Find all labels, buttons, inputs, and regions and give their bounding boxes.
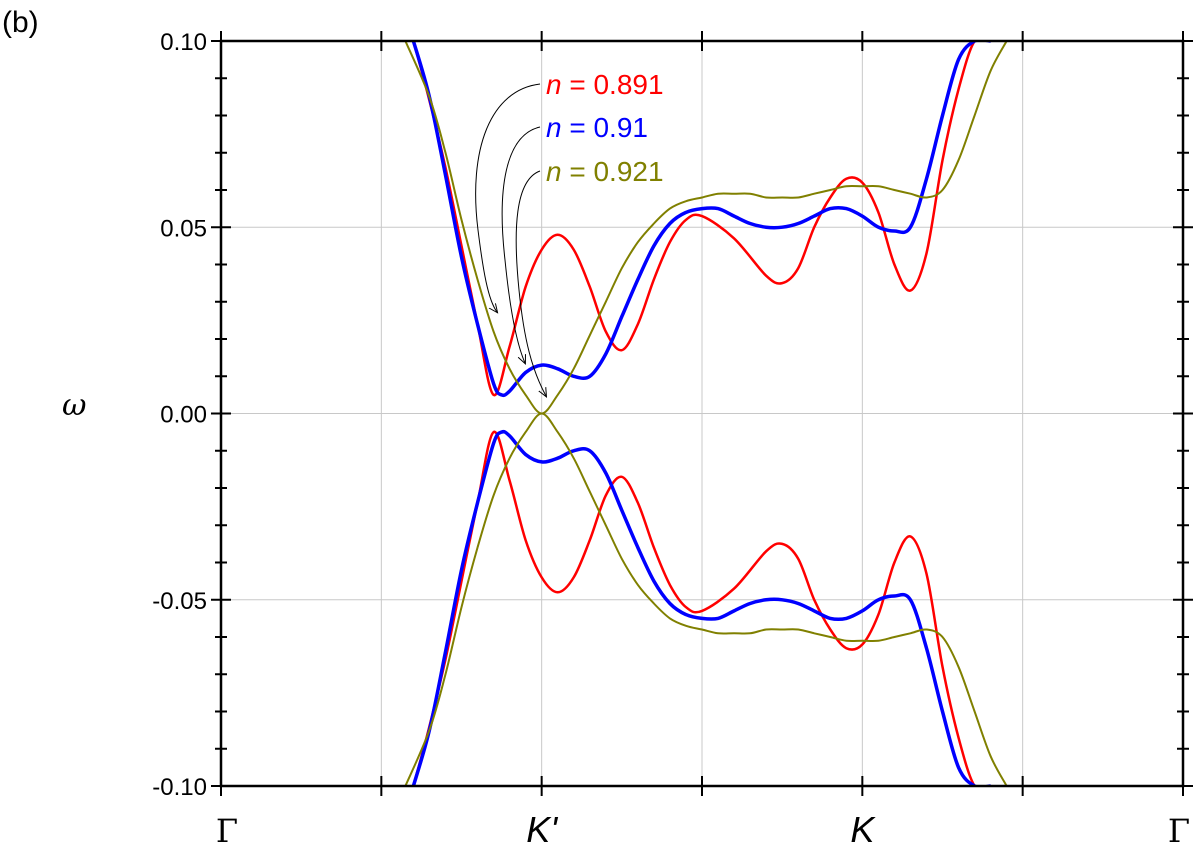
series-line-upper-2 xyxy=(411,41,991,398)
x-tick-label: K' xyxy=(526,809,558,850)
legend-value: = 0.891 xyxy=(562,69,664,100)
y-tick-label: -0.10 xyxy=(152,774,207,801)
legend-entry-3: n = 0.921 xyxy=(546,156,664,187)
panel-label: (b) xyxy=(2,6,39,39)
legend-var: n xyxy=(546,69,562,100)
legend-var: n xyxy=(546,112,562,143)
series-line-lower-2 xyxy=(411,429,991,786)
series-line-lower-1 xyxy=(412,430,991,786)
legend-value: = 0.91 xyxy=(562,112,648,143)
y-tick-label: -0.05 xyxy=(152,588,207,615)
x-tick-label: Γ xyxy=(1168,812,1190,850)
legend-entry-2: n = 0.91 xyxy=(546,112,648,143)
legend-arrow-3 xyxy=(515,170,546,396)
y-axis-label: ω xyxy=(62,388,87,423)
series-layer xyxy=(404,41,1008,786)
legend-arrows xyxy=(475,83,546,396)
legend-var: n xyxy=(546,156,562,187)
axis-ticks xyxy=(211,31,1193,796)
axis-tick-labels: 0.10 0.05 0.00 -0.05 -0.10 Γ K' K Γ xyxy=(152,29,1190,850)
series-line-upper-1 xyxy=(412,41,991,397)
legend-arrow-2 xyxy=(501,126,541,363)
y-tick-label: 0.00 xyxy=(160,402,207,429)
legend-value: = 0.921 xyxy=(562,156,664,187)
y-tick-label: 0.10 xyxy=(160,29,207,56)
x-tick-label: K xyxy=(850,809,876,850)
y-tick-label: 0.05 xyxy=(160,215,207,242)
grid-lines xyxy=(221,41,1183,786)
series-line-upper-3 xyxy=(404,41,1008,415)
series-line-lower-3 xyxy=(404,412,1008,786)
legend-arrow-1 xyxy=(475,83,541,312)
x-tick-label: Γ xyxy=(216,812,238,850)
legend-entry-1: n = 0.891 xyxy=(546,69,664,100)
